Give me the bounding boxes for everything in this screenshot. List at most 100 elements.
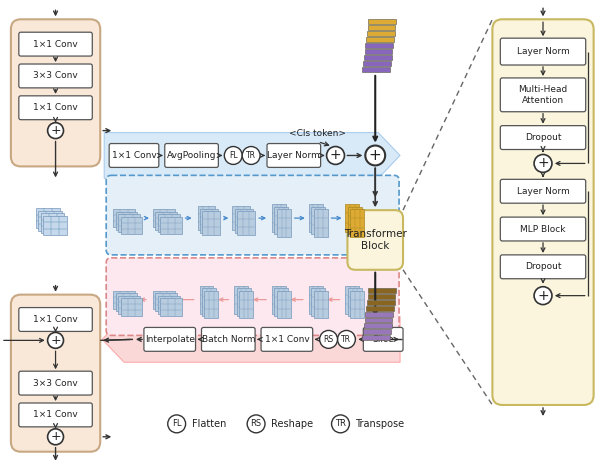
Text: +: + xyxy=(50,430,61,443)
Text: Slice: Slice xyxy=(373,335,394,344)
Bar xyxy=(116,212,137,229)
FancyBboxPatch shape xyxy=(500,126,586,150)
Text: Dropout: Dropout xyxy=(525,133,561,142)
FancyBboxPatch shape xyxy=(106,258,399,335)
Circle shape xyxy=(247,415,265,433)
Bar xyxy=(277,291,291,318)
Text: RS: RS xyxy=(323,335,334,344)
Bar xyxy=(309,286,323,314)
Circle shape xyxy=(332,415,349,433)
Text: 3×3 Conv: 3×3 Conv xyxy=(33,71,78,81)
Bar xyxy=(272,286,286,314)
Bar xyxy=(365,49,392,54)
Bar xyxy=(363,329,391,334)
Text: Flatten: Flatten xyxy=(191,419,226,429)
Text: 1×1 Conv: 1×1 Conv xyxy=(33,40,78,49)
Text: TR: TR xyxy=(335,419,346,428)
Text: 1×1 Conv: 1×1 Conv xyxy=(265,335,309,344)
Bar xyxy=(314,291,328,318)
Text: +: + xyxy=(537,288,549,303)
Bar xyxy=(362,335,390,340)
Bar xyxy=(365,311,393,317)
FancyBboxPatch shape xyxy=(500,217,586,241)
FancyBboxPatch shape xyxy=(500,78,586,112)
FancyBboxPatch shape xyxy=(106,175,399,255)
Bar xyxy=(197,206,215,230)
Bar xyxy=(368,287,396,293)
Bar xyxy=(368,25,395,30)
Bar xyxy=(311,207,325,234)
Bar xyxy=(158,214,179,232)
FancyBboxPatch shape xyxy=(19,96,92,120)
Bar xyxy=(239,291,253,318)
Bar xyxy=(366,37,394,42)
Text: Layer Norm: Layer Norm xyxy=(268,151,320,160)
Text: MLP Block: MLP Block xyxy=(520,225,566,234)
Bar xyxy=(155,293,177,311)
Bar xyxy=(153,209,175,227)
Circle shape xyxy=(47,429,64,445)
Bar xyxy=(237,211,255,235)
Bar xyxy=(113,291,135,309)
Bar xyxy=(311,288,325,316)
Bar xyxy=(160,217,182,234)
Bar xyxy=(158,295,179,314)
Text: Transpose: Transpose xyxy=(355,419,404,429)
FancyBboxPatch shape xyxy=(19,403,92,427)
Bar xyxy=(309,204,323,232)
Bar xyxy=(202,288,216,316)
Bar xyxy=(364,55,392,60)
Bar xyxy=(365,318,392,323)
Bar xyxy=(277,209,291,237)
Text: Dropout: Dropout xyxy=(525,262,561,271)
Text: Batch Norm: Batch Norm xyxy=(202,335,255,344)
Circle shape xyxy=(534,287,552,304)
FancyBboxPatch shape xyxy=(11,19,100,166)
Bar xyxy=(200,209,218,233)
Text: FL: FL xyxy=(172,419,181,428)
Bar xyxy=(367,31,395,36)
Bar xyxy=(205,291,218,318)
Text: Transformer
Block: Transformer Block xyxy=(344,229,407,251)
Bar xyxy=(36,208,59,228)
Circle shape xyxy=(224,146,242,165)
Circle shape xyxy=(534,154,552,173)
Text: 1×1 Conv: 1×1 Conv xyxy=(33,103,78,112)
FancyBboxPatch shape xyxy=(19,371,92,395)
Bar xyxy=(232,206,250,230)
FancyBboxPatch shape xyxy=(500,38,586,65)
Bar xyxy=(346,204,359,232)
FancyBboxPatch shape xyxy=(347,210,403,270)
Bar xyxy=(350,209,364,237)
FancyBboxPatch shape xyxy=(202,327,255,351)
Text: Interpolate: Interpolate xyxy=(145,335,195,344)
Circle shape xyxy=(242,146,260,165)
FancyBboxPatch shape xyxy=(364,327,403,351)
Bar xyxy=(348,288,362,316)
FancyBboxPatch shape xyxy=(267,144,320,167)
Bar xyxy=(38,211,62,231)
Bar xyxy=(364,324,392,328)
Text: RS: RS xyxy=(251,419,262,428)
Bar xyxy=(202,211,220,235)
FancyBboxPatch shape xyxy=(19,308,92,332)
Bar xyxy=(43,216,67,235)
Text: 1×1 Conv: 1×1 Conv xyxy=(33,315,78,324)
FancyArrow shape xyxy=(102,317,400,362)
Text: FL: FL xyxy=(229,151,238,160)
Bar xyxy=(118,214,140,232)
Bar xyxy=(314,209,328,237)
Bar xyxy=(272,204,286,232)
Circle shape xyxy=(320,331,338,348)
Circle shape xyxy=(338,331,355,348)
Bar xyxy=(153,291,175,309)
FancyBboxPatch shape xyxy=(144,327,196,351)
FancyBboxPatch shape xyxy=(11,295,100,452)
Text: +: + xyxy=(50,334,61,347)
Text: +: + xyxy=(50,124,61,137)
FancyArrow shape xyxy=(104,133,400,178)
Text: 1×1 Conv: 1×1 Conv xyxy=(33,410,78,419)
Text: <Cls token>: <Cls token> xyxy=(289,129,346,138)
Bar xyxy=(365,43,393,48)
Bar xyxy=(41,213,64,233)
